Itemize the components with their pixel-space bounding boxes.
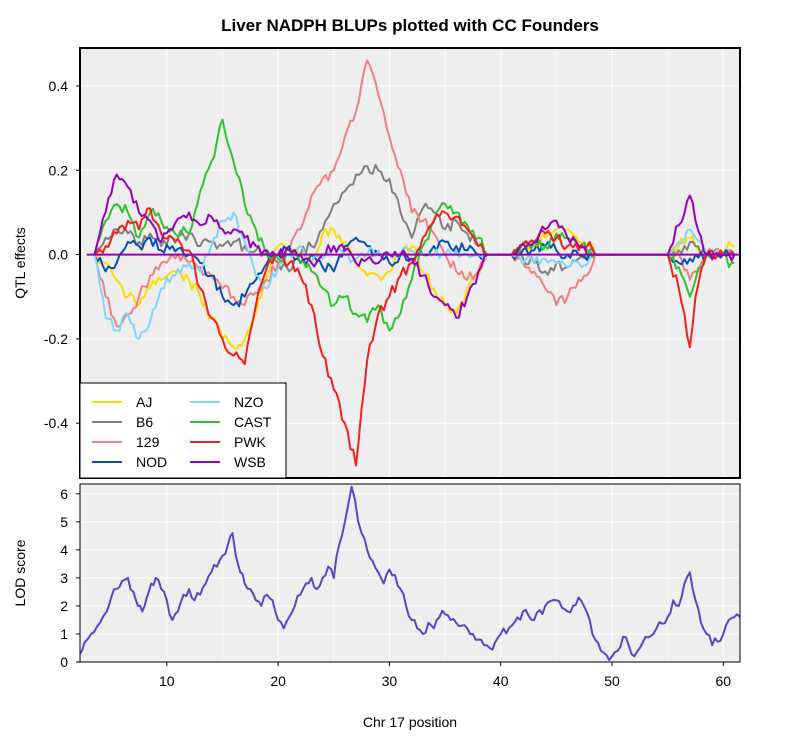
legend-label-aj: AJ <box>136 394 152 410</box>
legend-label-wsb: WSB <box>234 454 266 470</box>
qtl-ytick-label: -0.2 <box>44 331 68 347</box>
lod-ytick-label: 6 <box>60 486 68 502</box>
qtl-ytick-label: 0.0 <box>49 247 69 263</box>
qtl-effects-panel: 0.4 0.2 0.0 -0.2 -0.4 QTL effects AJ B6 129 NOD… <box>12 47 741 479</box>
chart-title: Liver NADPH BLUPs plotted with CC Founde… <box>221 16 599 35</box>
legend: AJ B6 129 NOD NZO CAST PWK WSB <box>79 382 287 479</box>
lod-ytick-label: 1 <box>60 626 68 642</box>
series-line-129 <box>93 59 735 328</box>
lod-plot-area <box>80 484 740 662</box>
legend-box <box>79 382 287 479</box>
legend-label-nod: NOD <box>136 454 167 470</box>
lod-ylabel: LOD score <box>12 539 28 606</box>
lod-frame <box>79 483 741 663</box>
series-line-aj <box>94 225 735 350</box>
legend-label-nzo: NZO <box>234 394 264 410</box>
lod-ytick-label: 0 <box>60 654 68 670</box>
lod-ytick-label: 2 <box>60 598 68 614</box>
lod-ytick-label: 5 <box>60 514 68 530</box>
legend-label-129: 129 <box>136 434 160 450</box>
legend-label-pwk: PWK <box>234 434 267 450</box>
xtick-label: 60 <box>716 673 732 689</box>
x-axis-label: Chr 17 position <box>363 714 457 730</box>
lod-ytick-label: 3 <box>60 570 68 586</box>
lod-series <box>79 485 741 662</box>
qtl-ytick-label: 0.4 <box>49 78 69 94</box>
xtick-label: 50 <box>604 673 620 689</box>
qtl-ytick-label: 0.2 <box>49 162 69 178</box>
lod-line <box>79 485 741 662</box>
qtl-ytick-label: -0.4 <box>44 415 68 431</box>
xtick-label: 30 <box>382 673 398 689</box>
series-line-pwk <box>93 207 736 467</box>
lod-x-ticks: 10 20 30 40 50 60 <box>159 662 731 689</box>
series-line-nod <box>93 236 736 308</box>
lod-panel: 0 1 2 3 4 5 6 10 20 30 40 50 60 LOD score <box>12 483 741 689</box>
xtick-label: 40 <box>493 673 509 689</box>
qtl-effects-ylabel: QTL effects <box>12 227 28 299</box>
xtick-label: 10 <box>159 673 175 689</box>
series-line-wsb <box>93 173 736 319</box>
legend-label-b6: B6 <box>136 414 153 430</box>
qtl-effects-series <box>86 59 740 467</box>
legend-label-cast: CAST <box>234 414 272 430</box>
lod-ytick-label: 4 <box>60 542 68 558</box>
qtl-effects-y-ticks: 0.4 0.2 0.0 -0.2 -0.4 <box>44 78 80 431</box>
qtl-effects-frame <box>79 47 741 479</box>
xtick-label: 20 <box>270 673 286 689</box>
lod-y-ticks: 0 1 2 3 4 5 6 <box>60 486 80 670</box>
series-line-nzo <box>93 211 735 340</box>
series-line-cast <box>93 118 735 332</box>
